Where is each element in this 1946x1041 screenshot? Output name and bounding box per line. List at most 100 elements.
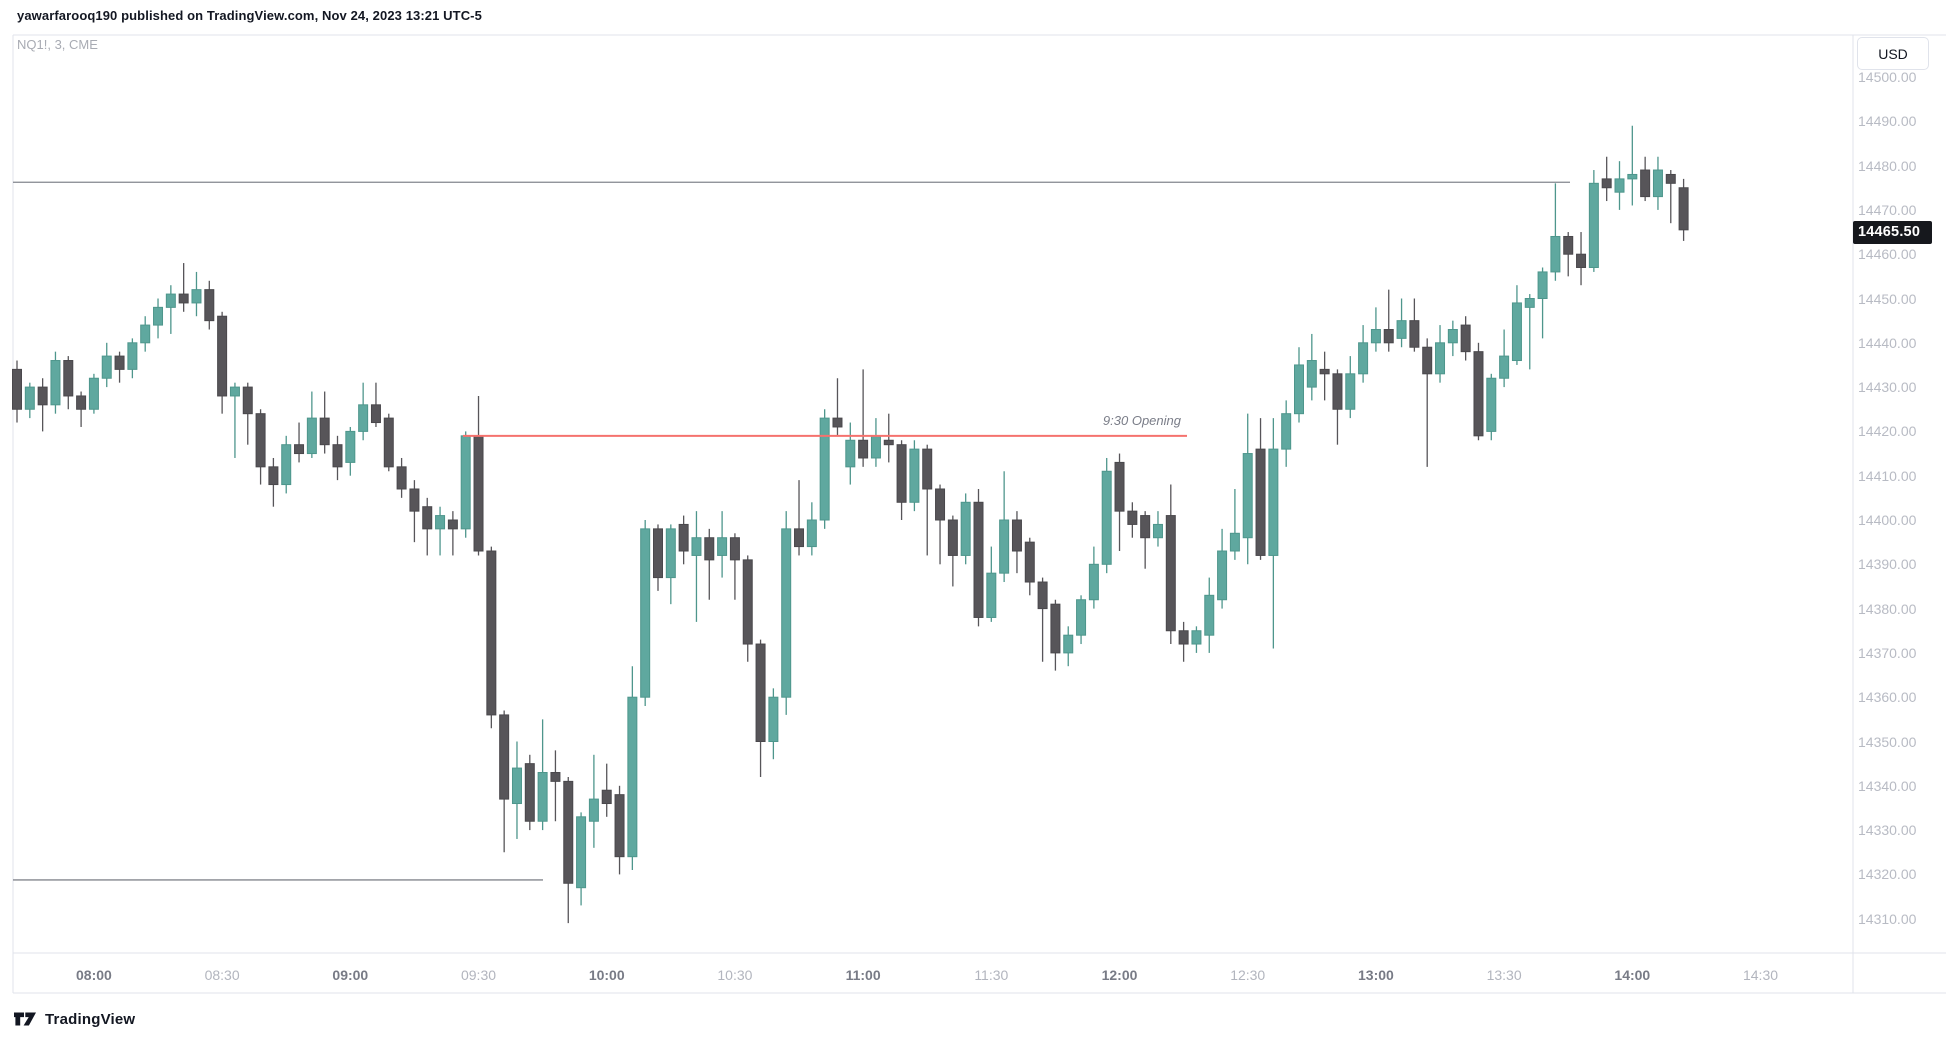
candle — [473, 395, 484, 556]
price-axis-label: 14320.00 — [1858, 866, 1917, 883]
time-axis-label: 08:30 — [204, 967, 240, 983]
candle-body — [1678, 187, 1689, 231]
time-axis-label: 13:30 — [1486, 967, 1522, 983]
candle — [1550, 183, 1561, 281]
candle — [973, 488, 984, 627]
candle — [1332, 369, 1343, 445]
candle-body — [24, 386, 35, 410]
candle-body — [999, 519, 1010, 574]
candle-body — [1178, 630, 1189, 645]
candle — [1640, 156, 1651, 202]
candle — [242, 382, 253, 445]
candle-body — [627, 696, 638, 858]
candle-body — [576, 816, 587, 889]
candle — [1306, 333, 1317, 401]
candle-body — [729, 537, 740, 561]
candle — [191, 271, 202, 317]
candle-body — [973, 501, 984, 618]
time-axis[interactable]: 08:00 08:30 09:00 09:30 10:00 10:30 11:00 11:30… — [0, 953, 1946, 993]
candle-body — [255, 413, 266, 468]
candle-body — [1563, 235, 1574, 255]
candle — [268, 457, 279, 507]
price-axis[interactable]: 14500.00 14490.00 14480.00 14470.00 14460.00… — [1853, 35, 1946, 953]
candle-body — [306, 417, 317, 455]
candle — [1576, 232, 1587, 286]
candle-body — [1370, 329, 1381, 344]
candle-body — [717, 537, 728, 556]
candle — [1460, 316, 1471, 361]
candle — [1076, 595, 1087, 645]
candle-body — [1550, 235, 1561, 273]
candle — [1191, 626, 1202, 653]
attribution-text: yawarfarooq190 published on TradingView.… — [17, 8, 482, 23]
time-axis-label: 14:30 — [1742, 967, 1779, 983]
candle — [1358, 325, 1369, 383]
candle — [1281, 400, 1292, 467]
candle — [76, 391, 87, 427]
candle-body — [114, 355, 125, 370]
candle — [1011, 511, 1022, 574]
candle-body — [1242, 453, 1253, 539]
price-axis-label: 14350.00 — [1858, 733, 1917, 750]
candle — [281, 435, 292, 494]
candle — [63, 356, 74, 410]
candle — [294, 422, 305, 463]
candle-body — [242, 386, 253, 415]
candle — [1614, 161, 1625, 210]
candle-body — [294, 444, 305, 455]
candle — [1114, 453, 1125, 552]
candle-body — [678, 523, 689, 552]
candle-body — [986, 572, 997, 618]
candle-body — [1383, 329, 1394, 344]
currency-button[interactable]: USD — [1857, 37, 1929, 70]
candle-body — [1473, 351, 1484, 437]
candle-body — [1063, 634, 1074, 654]
tradingview-logo-icon[interactable] — [13, 1009, 37, 1029]
candle — [1524, 294, 1535, 370]
candle — [678, 515, 689, 565]
candle-body — [1024, 541, 1035, 583]
time-axis-label: 14:00 — [1614, 967, 1651, 983]
candle — [691, 511, 702, 622]
candle — [640, 520, 651, 707]
candle-body — [165, 293, 176, 308]
candle-body — [281, 444, 292, 486]
time-axis-label: 10:00 — [588, 967, 625, 983]
candle-body — [499, 714, 510, 800]
candle-body — [1409, 320, 1420, 348]
candle — [1422, 338, 1433, 467]
candle — [37, 378, 48, 432]
candle-body — [1011, 519, 1022, 552]
candle-body — [550, 772, 561, 782]
candle-body — [332, 444, 343, 468]
candle-body — [1127, 510, 1138, 525]
candle — [1255, 418, 1266, 560]
candle — [1383, 289, 1394, 352]
candle — [204, 280, 215, 330]
candle-body — [1050, 603, 1061, 654]
candle-body — [217, 315, 228, 397]
candle-body — [1511, 302, 1522, 362]
candle — [422, 497, 433, 556]
candle-body — [1640, 169, 1651, 198]
candle-body — [1332, 373, 1343, 410]
candle — [1063, 626, 1074, 667]
candle — [1268, 418, 1279, 649]
candle-body — [614, 794, 625, 858]
candle — [1511, 285, 1522, 365]
price-axis-label: 14450.00 — [1858, 290, 1917, 307]
candle — [1396, 298, 1407, 348]
candle — [896, 440, 907, 520]
footer-brand[interactable]: TradingView — [45, 1010, 136, 1028]
candle — [665, 524, 676, 605]
candle — [1319, 351, 1330, 401]
time-axis-label: 08:00 — [76, 967, 112, 983]
candle-body — [1191, 630, 1202, 645]
opening-line-label[interactable]: 9:30 Opening — [1102, 412, 1181, 428]
candle — [1217, 528, 1228, 609]
candle — [101, 342, 112, 388]
price-axis-label: 14480.00 — [1858, 157, 1917, 174]
candle — [153, 298, 164, 339]
